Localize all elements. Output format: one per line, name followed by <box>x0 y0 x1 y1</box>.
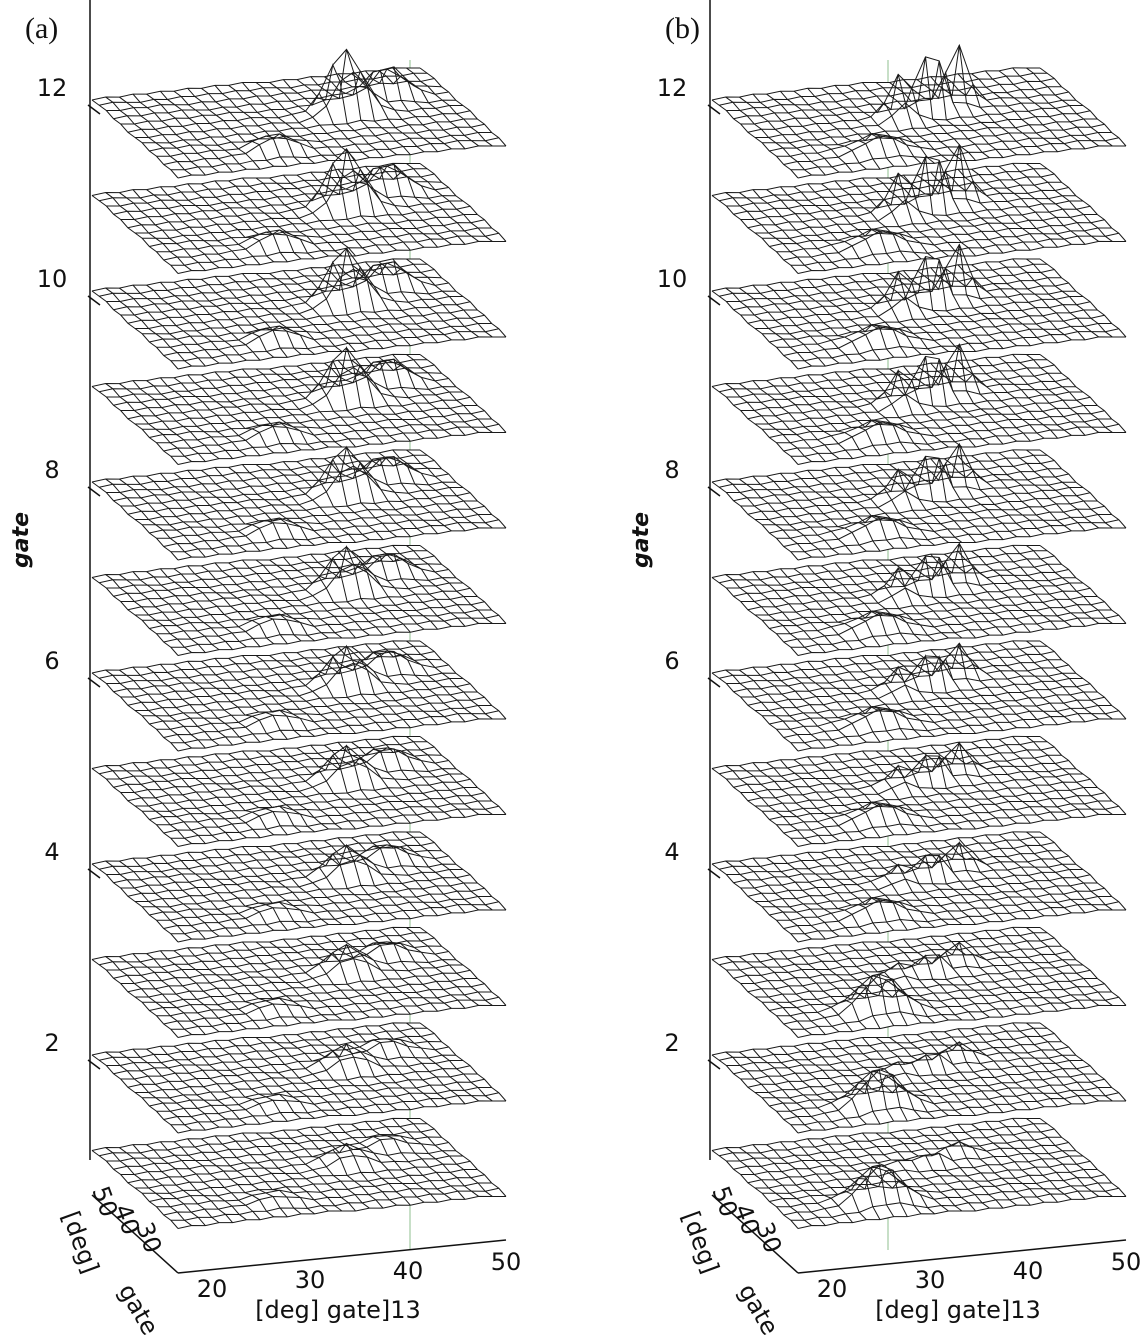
vertical-axis-title: gate <box>629 512 654 568</box>
vertical-axis-title: gate <box>9 512 34 568</box>
horizontal-tick-label: 50 <box>491 1248 522 1276</box>
vertical-tick-label: 12 <box>657 74 688 102</box>
horizontal-tick-label: 50 <box>1111 1248 1142 1276</box>
figure: (a)12108642gate504030[deg]gate20304050[d… <box>0 0 1143 1339</box>
panel-label: (a) <box>25 12 58 45</box>
vertical-tick-label: 6 <box>664 647 679 675</box>
axis-line <box>798 1240 1126 1273</box>
vertical-tick-label: 10 <box>37 265 68 293</box>
vertical-tick-label: 6 <box>44 647 59 675</box>
depth-axis-title: gate <box>733 1279 784 1339</box>
horizontal-tick-label: 30 <box>295 1266 326 1294</box>
vertical-tick-label: 4 <box>664 838 679 866</box>
vertical-tick-label: 12 <box>37 74 68 102</box>
horizontal-axis-title: [deg] gate]13 <box>255 1296 421 1324</box>
horizontal-tick-label: 40 <box>1013 1257 1044 1285</box>
panel: (a)12108642gate504030[deg]gate20304050[d… <box>9 0 521 1339</box>
vertical-tick-label: 2 <box>44 1029 59 1057</box>
vertical-tick-label: 4 <box>44 838 59 866</box>
depth-axis-title: gate <box>113 1279 164 1339</box>
vertical-tick-label: 8 <box>664 456 679 484</box>
vertical-tick-label: 2 <box>664 1029 679 1057</box>
horizontal-axis-title: [deg] gate]13 <box>875 1296 1041 1324</box>
panel: (b)12108642gate504030[deg]gate20304050[d… <box>629 0 1141 1339</box>
horizontal-tick-label: 40 <box>393 1257 424 1285</box>
horizontal-tick-label: 30 <box>915 1266 946 1294</box>
vertical-tick-label: 10 <box>657 265 688 293</box>
vertical-tick-label: 8 <box>44 456 59 484</box>
page: {"panels": [ {"label": "(a)", "vertical_… <box>0 0 1143 1339</box>
axis-line <box>178 1240 506 1273</box>
horizontal-tick-label: 20 <box>817 1275 848 1303</box>
panel-label: (b) <box>665 12 700 45</box>
horizontal-tick-label: 20 <box>197 1275 228 1303</box>
